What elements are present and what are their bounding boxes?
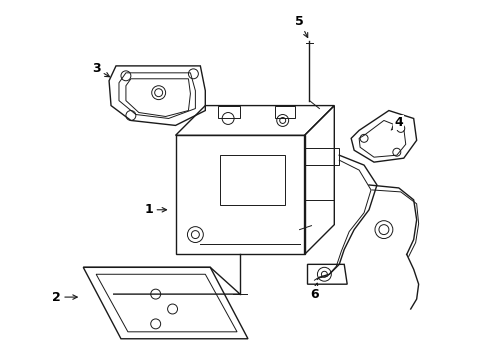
Text: 4: 4 [390,116,402,130]
Text: 1: 1 [144,203,166,216]
Text: 6: 6 [309,283,318,301]
Text: 5: 5 [295,15,307,37]
Text: 2: 2 [52,291,77,303]
Text: 3: 3 [92,62,109,77]
